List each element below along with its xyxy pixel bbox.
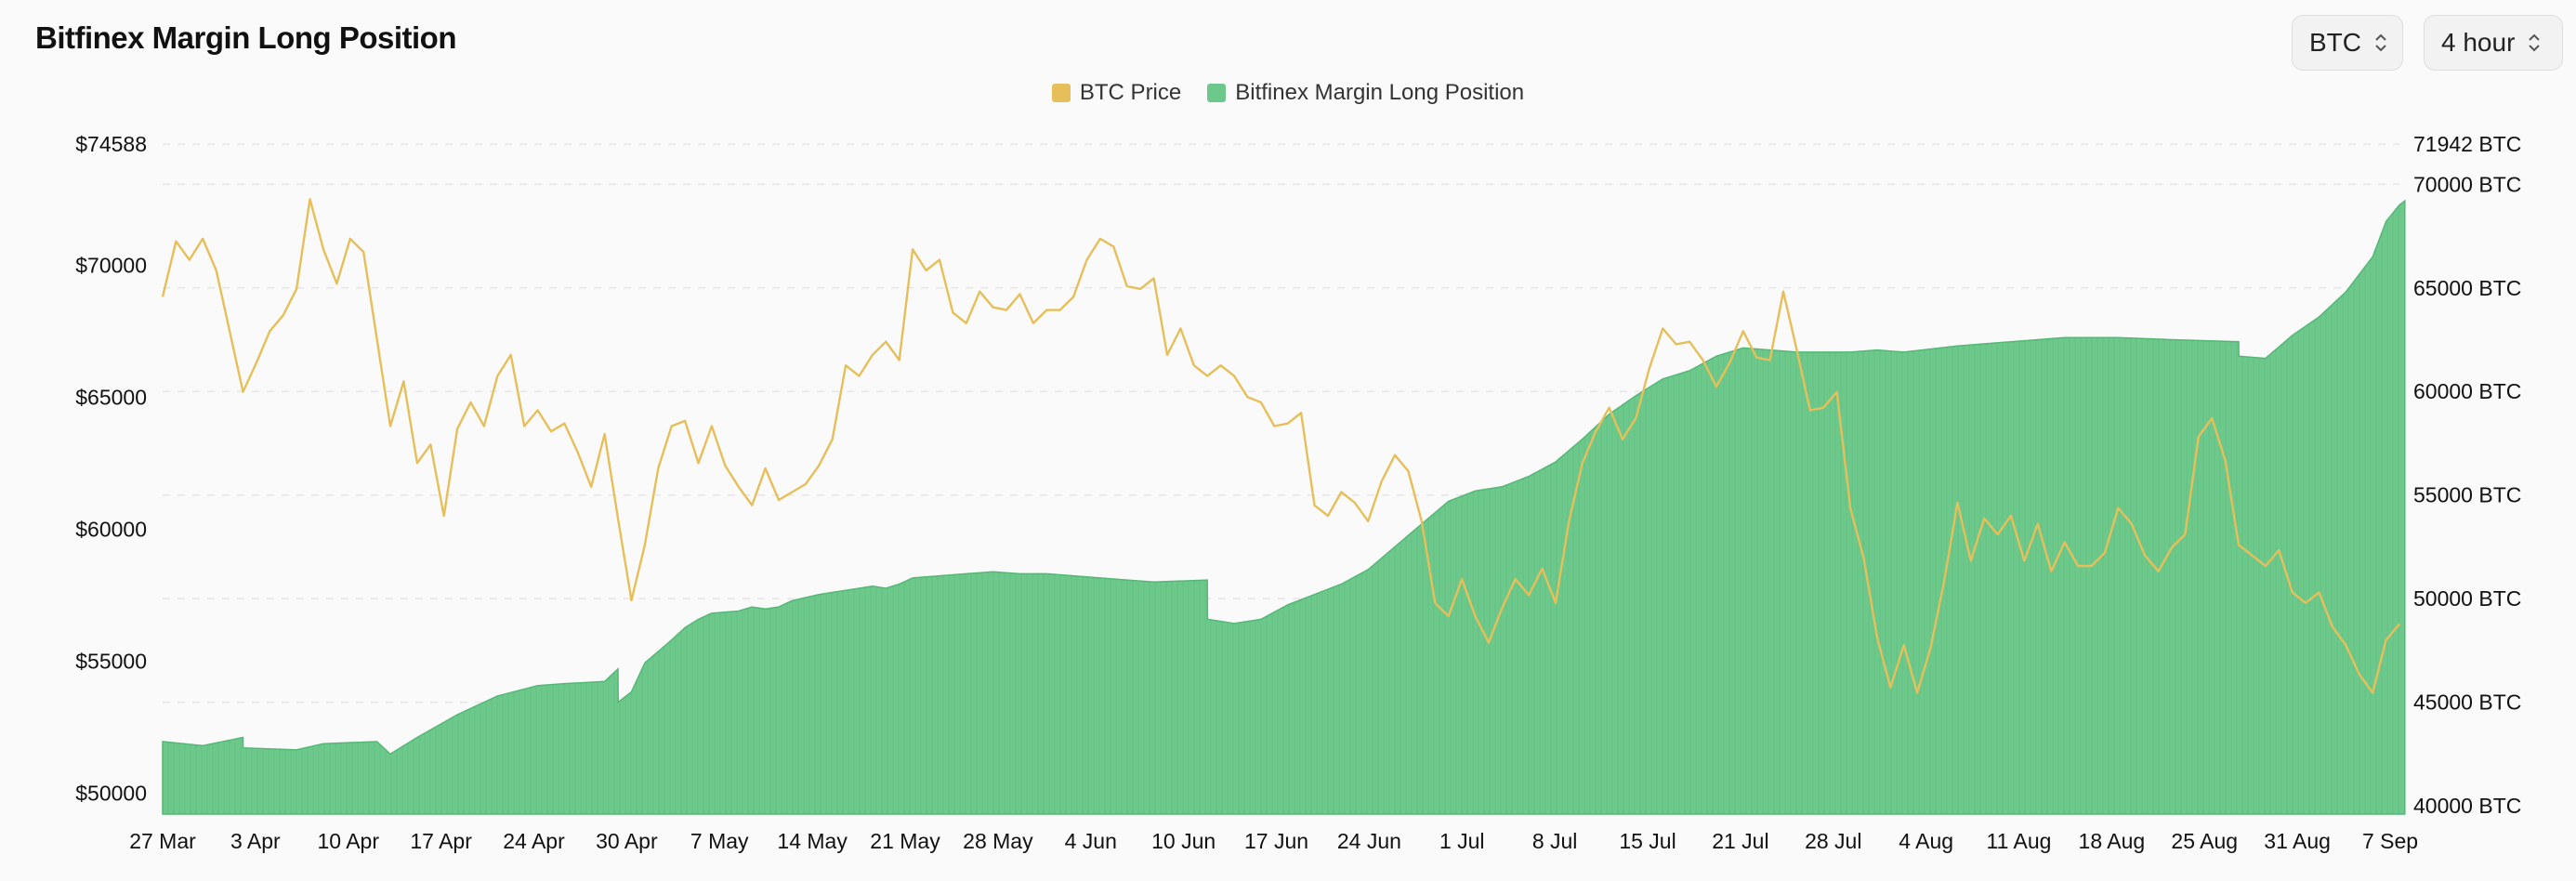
x-tick-label: 21 Jul [1712,829,1768,853]
x-tick-label: 31 Aug [2264,829,2331,853]
interval-select[interactable]: 4 hour [2424,15,2563,71]
asset-select-value: BTC [2309,28,2361,57]
x-tick-label: 15 Jul [1619,829,1676,853]
x-tick-label: 24 Apr [503,829,565,853]
y-right-tick-label: 71942 BTC [2413,132,2521,156]
legend-label-btc-price: BTC Price [1079,80,1182,105]
interval-select-value: 4 hour [2441,28,2516,57]
chevron-up-down-icon [2528,32,2541,54]
x-tick-label: 7 May [690,829,749,853]
y-left-tick-label: $50000 [75,781,147,805]
y-right-tick-label: 70000 BTC [2413,172,2521,196]
y-left-tick-label: $60000 [75,517,147,541]
x-tick-label: 4 Aug [1899,829,1953,853]
x-tick-label: 1 Jul [1439,829,1485,853]
x-tick-label: 4 Jun [1065,829,1117,853]
y-right-tick-label: 60000 BTC [2413,379,2521,403]
x-tick-label: 18 Aug [2079,829,2146,853]
margin-long-area [162,199,2406,815]
y-right-tick-label: 50000 BTC [2413,586,2521,611]
y-right-tick-label: 45000 BTC [2413,690,2521,715]
x-tick-label: 25 Aug [2171,829,2238,853]
x-tick-label: 11 Aug [1987,829,2052,853]
x-tick-label: 10 Apr [318,829,380,853]
x-tick-label: 21 May [870,829,940,853]
x-tick-label: 17 Jun [1244,829,1308,853]
legend-swatch-margin-long [1207,84,1227,102]
legend-item-btc-price[interactable]: BTC Price [1051,80,1182,106]
y-right-tick-label: 55000 BTC [2413,483,2521,507]
y-left-tick-label: $74588 [75,132,147,156]
x-tick-label: 28 May [963,829,1033,853]
legend-label-margin-long: Bitfinex Margin Long Position [1235,80,1525,105]
x-tick-label: 8 Jul [1532,829,1578,853]
x-tick-label: 30 Apr [596,829,658,853]
chart-title: Bitfinex Margin Long Position [35,20,456,55]
asset-select[interactable]: BTC [2292,15,2403,71]
y-right-tick-label: 65000 BTC [2413,276,2521,300]
x-tick-label: 17 Apr [410,829,472,853]
y-left-tick-label: $55000 [75,649,147,673]
x-tick-label: 27 Mar [129,829,196,853]
chart-legend: BTC Price Bitfinex Margin Long Position [0,80,2576,106]
legend-swatch-btc-price [1051,84,1071,102]
y-left-tick-label: $70000 [75,253,147,277]
y-right-tick-label: 40000 BTC [2413,794,2521,818]
x-tick-label: 3 Apr [230,829,281,853]
x-tick-label: 10 Jun [1151,829,1216,853]
x-tick-label: 28 Jul [1805,829,1861,853]
x-tick-label: 7 Sep [2362,829,2418,853]
y-left-tick-label: $65000 [75,385,147,409]
x-tick-label: 24 Jun [1337,829,1401,853]
legend-item-margin-long[interactable]: Bitfinex Margin Long Position [1207,80,1524,106]
btc-price-line [161,198,2400,694]
x-tick-label: 14 May [777,829,848,853]
chevron-up-down-icon [2374,32,2387,54]
